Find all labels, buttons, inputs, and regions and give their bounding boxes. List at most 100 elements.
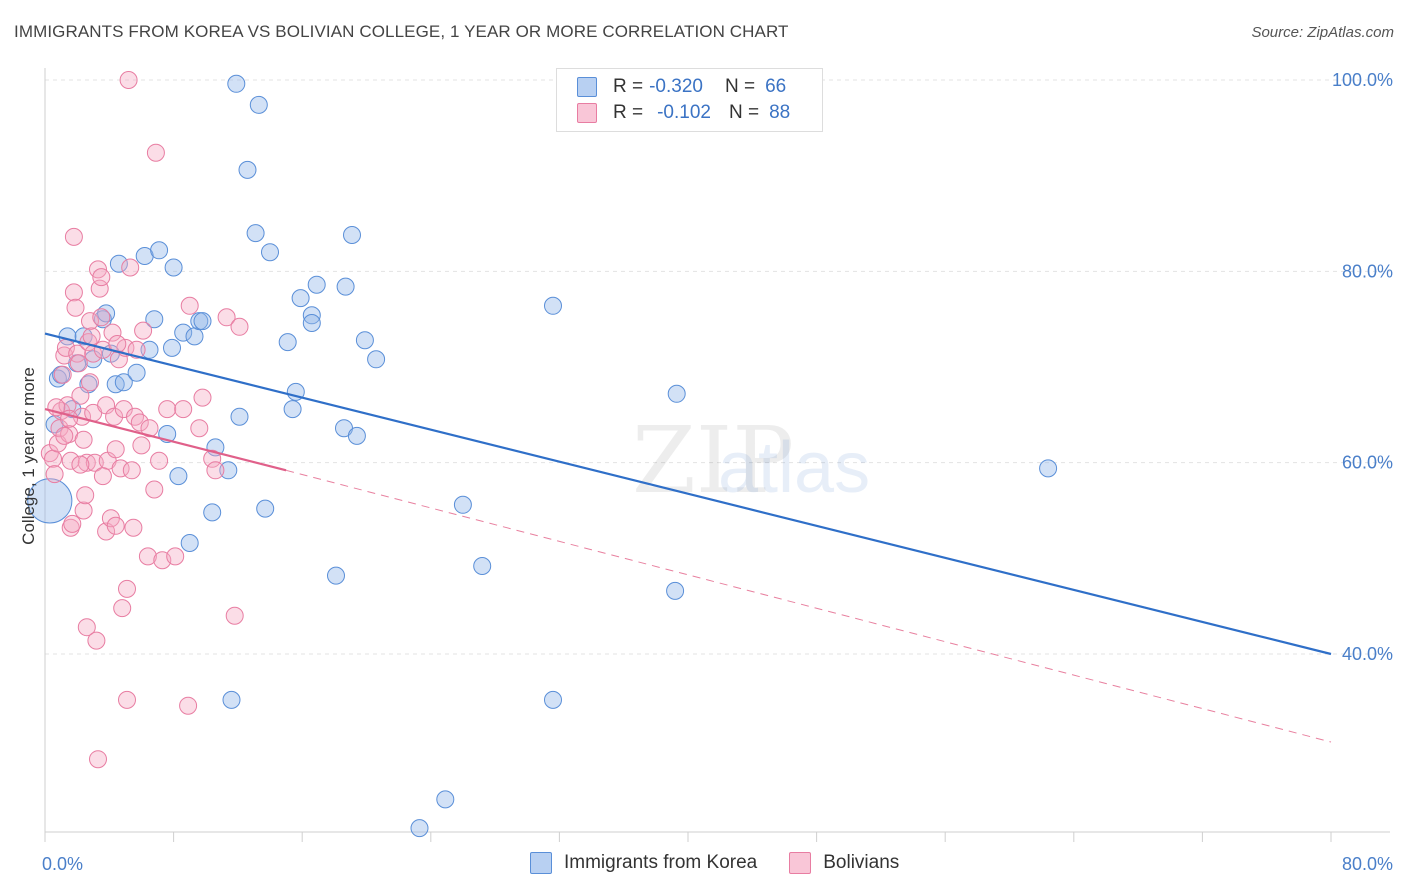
bolivians-point-70 [174, 400, 193, 419]
bolivians-point-32 [87, 631, 106, 650]
bolivians-point-22 [74, 501, 93, 520]
y-tick-label-0: 40.0% [1342, 644, 1393, 664]
data-points [27, 71, 1058, 838]
n-label: N = [724, 76, 756, 97]
bolivians-point-49 [113, 599, 132, 618]
bolivians-point-74 [193, 388, 212, 407]
korea-point-56 [410, 819, 429, 838]
korea-point-47 [307, 275, 326, 294]
bolivians-point-87 [132, 436, 151, 455]
korea-point-18 [140, 340, 159, 359]
bolivians-point-59 [127, 340, 146, 359]
korea-point-35 [230, 407, 249, 426]
korea-point-54 [367, 350, 386, 369]
korea-point-40 [261, 243, 279, 262]
korea-point-24 [169, 467, 188, 486]
bolivians-point-76 [206, 461, 225, 480]
r-value: -0.102 [657, 102, 711, 123]
bolivians-point-56 [122, 461, 141, 480]
korea-point-52 [347, 426, 366, 445]
stats-row-korea: R = -0.320 N = 66 [577, 75, 786, 99]
bolivians-point-58 [126, 407, 144, 426]
bolivians-point-75 [203, 449, 222, 468]
korea-point-41 [278, 333, 297, 352]
korea-point-9 [84, 350, 103, 369]
korea-point-39 [256, 499, 275, 518]
bolivians-legend-swatch [789, 852, 812, 874]
bolivians-point-13 [63, 514, 82, 533]
series-legend: Immigrants from Korea Bolivians [530, 852, 931, 874]
korea-point-59 [544, 690, 562, 709]
bolivians-point-12 [61, 451, 80, 470]
korea-point-20 [150, 241, 169, 260]
korea-point-48 [327, 566, 345, 585]
y-axis-label: College, 1 year or more [19, 367, 38, 545]
bolivians-point-27 [81, 312, 99, 331]
korea-trend-line [44, 332, 1332, 656]
bolivians-point-72 [180, 296, 199, 315]
x-tick-labels: 0.0% 80.0% [42, 854, 1393, 874]
bolivians-point-18 [69, 354, 88, 373]
korea-point-42 [283, 400, 302, 419]
bolivians-point-19 [71, 386, 90, 405]
stats-row-bolivians: R = -0.102 N = 88 [577, 101, 790, 125]
bolivians-point-2 [45, 465, 64, 484]
legend-item-bolivians: Bolivians [789, 852, 899, 874]
korea-point-14 [114, 373, 133, 392]
y-tick-label-1: 60.0% [1342, 453, 1393, 473]
bolivians-point-35 [90, 279, 109, 298]
trend-lines [44, 332, 1332, 743]
bolivians-point-44 [105, 407, 124, 426]
axes [44, 68, 1390, 842]
bolivians-swatch [577, 103, 597, 123]
y-tick-labels: 40.0% 60.0% 80.0% 100.0% [1332, 70, 1393, 664]
bolivians-trend-extension [285, 469, 1332, 743]
bolivians-point-6 [53, 365, 72, 384]
watermark-zip: ZIP [632, 407, 794, 514]
korea-point-45 [302, 306, 321, 325]
bolivians-point-57 [124, 518, 143, 537]
bolivians-point-28 [82, 327, 101, 346]
korea-legend-swatch [530, 852, 552, 874]
bolivians-point-65 [146, 143, 165, 162]
korea-point-32 [219, 461, 238, 480]
bolivians-point-60 [130, 413, 149, 432]
y-tick-label-2: 80.0% [1342, 261, 1393, 281]
r-label: R = [613, 102, 644, 123]
bolivians-point-82 [71, 455, 90, 474]
y-tick-label-3: 100.0% [1332, 70, 1393, 90]
bolivians-point-86 [55, 426, 74, 445]
bolivians-point-77 [217, 308, 236, 327]
bolivians-point-45 [106, 440, 125, 459]
korea-point-58 [473, 557, 492, 575]
korea-point-60 [544, 296, 562, 315]
korea-point-38 [249, 95, 268, 114]
korea-point-34 [227, 74, 246, 93]
korea-point-29 [193, 312, 212, 331]
bolivians-point-53 [118, 579, 136, 598]
n-value: 66 [765, 76, 787, 97]
korea-point-22 [163, 338, 181, 357]
bolivians-point-71 [179, 696, 198, 715]
korea-legend-label: Immigrants from Korea [564, 852, 758, 873]
n-value: 88 [769, 102, 791, 123]
korea-point-15 [109, 254, 128, 273]
bolivians-point-1 [44, 449, 62, 468]
bolivians-point-79 [230, 317, 249, 336]
chart-source: Source: ZipAtlas.com [1251, 24, 1394, 41]
n-label: N = [728, 102, 760, 123]
r-value: -0.320 [649, 76, 703, 97]
bolivians-point-17 [68, 344, 87, 363]
chart-title: IMMIGRANTS FROM KOREA VS BOLIVIAN COLLEG… [14, 22, 789, 41]
korea-point-23 [164, 258, 183, 277]
bolivians-point-39 [97, 522, 116, 541]
bolivians-point-64 [145, 480, 164, 499]
korea-point-33 [222, 690, 241, 709]
korea-point-62 [667, 384, 686, 403]
bolivians-point-68 [158, 400, 177, 419]
korea-point-63 [1039, 459, 1058, 478]
bolivians-point-85 [81, 373, 99, 392]
r-label: R = [613, 76, 644, 97]
korea-point-26 [180, 534, 199, 552]
